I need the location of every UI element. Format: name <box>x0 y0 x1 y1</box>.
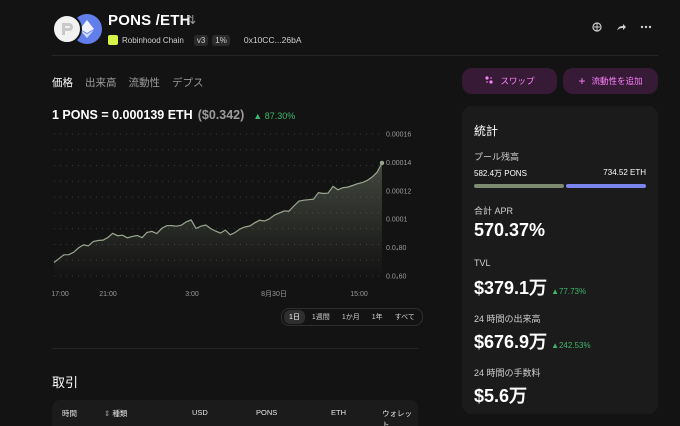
header-divider <box>52 55 658 56</box>
apr-label: 合計 APR <box>474 206 514 216</box>
tvl-change: ▲77.73% <box>551 287 586 296</box>
y-tick-label: 0.0₄60 <box>386 274 406 281</box>
swap-icon <box>484 75 494 87</box>
price-summary: 1 PONS = 0.000139 ETH ($0.342) ▲ 87.30% <box>52 108 295 122</box>
col-type[interactable]: ⇕ 種類 <box>104 408 127 419</box>
price-chart[interactable]: 0.00016 0.00014 0.00012 0.0001 0.0₄80 0.0₄60 1… <box>52 122 418 302</box>
price-chart-svg: 0.00016 0.00014 0.00012 0.0001 0.0₄80 0.0₄60 1… <box>52 132 411 299</box>
y-tick-label: 0.00012 <box>386 188 411 195</box>
range-1d[interactable]: 1日 <box>284 310 305 324</box>
volume-label: 24 時間の出来高 <box>474 314 541 324</box>
tab-volume[interactable]: 出来高 <box>85 77 117 89</box>
pool-balance-bar <box>474 184 646 188</box>
add-liquidity-button[interactable]: + 流動性を追加 <box>563 68 658 94</box>
fees-label: 24 時間の手数料 <box>474 368 541 378</box>
col-pons[interactable]: PONS <box>256 408 278 417</box>
price-change-value: 87.30% <box>264 111 296 121</box>
price-line <box>53 162 383 263</box>
price-usd: ($0.342) <box>197 108 245 122</box>
swap-direction-icon[interactable]: ⇅ <box>186 13 197 27</box>
col-wallet[interactable]: ウォレット <box>382 409 412 426</box>
swap-button[interactable]: スワップ <box>462 68 557 94</box>
apr-value: 570.37% <box>474 220 546 240</box>
up-arrow-icon: ▲ <box>253 111 265 121</box>
pool-balance-eth: 734.52 ETH <box>603 168 646 177</box>
share-icon[interactable] <box>616 22 626 35</box>
stats-title: 統計 <box>474 124 499 138</box>
x-tick-label: 8月30日 <box>261 290 287 298</box>
token-pair-icons <box>52 14 104 44</box>
swap-button-label: スワップ <box>500 76 535 86</box>
section-divider <box>52 348 418 349</box>
tvl-change-value: 77.73% <box>558 287 587 296</box>
y-tick-label: 0.0₄80 <box>386 245 406 252</box>
up-arrow-icon: ▲ <box>551 287 559 296</box>
y-tick-label: 0.00016 <box>386 132 411 139</box>
x-tick-label: 15:00 <box>350 291 368 298</box>
pool-balance-label: プール残高 <box>474 152 520 162</box>
tab-depth[interactable]: デプス <box>172 77 204 89</box>
tvl-row: $379.1万 ▲77.73% <box>474 274 586 300</box>
y-tick-label: 0.0001 <box>386 217 408 224</box>
tab-liquidity[interactable]: 流動性 <box>128 77 161 89</box>
pool-header: PONS /ETH ⇅ Robinhood Chain v3 1% 0x10CC… <box>52 12 658 54</box>
pool-bar-eth <box>566 184 646 188</box>
price-current-dot <box>379 160 385 166</box>
more-icon[interactable] <box>640 22 652 35</box>
price-change: ▲ 87.30% <box>253 111 295 121</box>
x-tick-label: 21:00 <box>99 291 117 298</box>
range-1m[interactable]: 1か月 <box>341 314 360 321</box>
volume-row: $676.9万 ▲242.53% <box>474 328 591 354</box>
sort-icon: ⇕ <box>104 409 113 418</box>
tvl-label: TVL <box>474 258 491 268</box>
pons-token-icon <box>52 14 82 44</box>
volume-change: ▲242.53% <box>551 341 591 350</box>
fee-badge: 1% <box>212 34 230 46</box>
range-1w[interactable]: 1週間 <box>311 314 330 321</box>
range-all[interactable]: すべて <box>394 314 415 321</box>
range-1y[interactable]: 1年 <box>371 314 383 321</box>
trades-title: 取引 <box>52 375 79 390</box>
pool-meta: Robinhood Chain v3 1% 0x10CC...26bA <box>108 33 302 47</box>
col-usd[interactable]: USD <box>192 408 208 417</box>
price-area <box>54 163 382 276</box>
pair-title: PONS /ETH <box>108 12 191 29</box>
pool-address[interactable]: 0x10CC...26bA <box>243 35 302 45</box>
chain-name: Robinhood Chain <box>122 35 184 45</box>
price-value: 1 PONS = 0.000139 ETH <box>52 108 193 122</box>
volume-value: $676.9万 <box>474 332 548 352</box>
col-eth[interactable]: ETH <box>331 408 346 417</box>
time-range-selector: 1日 1週間 1か月 1年 すべて <box>281 308 423 326</box>
pool-balances: 582.4万 PONS 734.52 ETH <box>474 168 646 179</box>
fees-value: $5.6万 <box>474 386 528 406</box>
robinhood-chain-icon <box>108 35 118 45</box>
chart-tabs: 価格 出来高 流動性 デプス <box>52 75 204 90</box>
tvl-value: $379.1万 <box>474 278 548 298</box>
x-tick-label: 3:00 <box>185 291 199 298</box>
pool-bar-pons <box>474 184 565 188</box>
version-badge: v3 <box>193 34 209 46</box>
volume-change-value: 242.53% <box>558 341 591 350</box>
tab-price[interactable]: 価格 <box>52 77 73 89</box>
col-type-label: 種類 <box>112 409 128 418</box>
pool-balance-pons: 582.4万 PONS <box>474 169 527 178</box>
col-time[interactable]: 時間 <box>62 409 77 418</box>
header-actions <box>592 22 652 35</box>
up-arrow-icon: ▲ <box>551 341 559 350</box>
trades-table-header: 時間 ⇕ 種類 USD PONS ETH ウォレット <box>52 400 418 426</box>
explorer-icon[interactable] <box>592 22 602 35</box>
stats-panel: 統計 プール残高 582.4万 PONS 734.52 ETH 合計 APR 5… <box>462 106 658 414</box>
y-tick-label: 0.00014 <box>386 160 411 167</box>
plus-icon: + <box>578 74 586 88</box>
add-liquidity-label: 流動性を追加 <box>591 76 643 86</box>
x-tick-label: 17:00 <box>52 291 69 298</box>
